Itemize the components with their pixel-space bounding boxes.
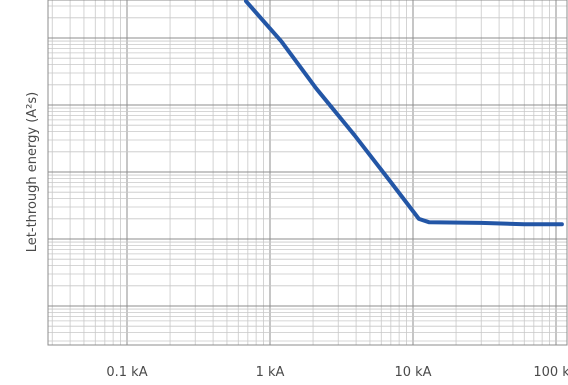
- let-through-energy-line: [244, 0, 564, 227]
- x-tick-labels: 0.1 kA 1 kA 10 kA 100 kA: [106, 365, 568, 380]
- x-tick-label: 0.1 kA: [106, 365, 147, 380]
- series-group: [244, 0, 564, 227]
- x-tick-label: 10 kA: [394, 365, 431, 380]
- x-tick-label: 100 kA: [533, 365, 568, 380]
- x-tick-label: 1 kA: [256, 365, 285, 380]
- y-axis-title: Let-through energy (A²s): [25, 92, 40, 252]
- plot-frame: [47, 0, 568, 346]
- grid: [48, 0, 567, 345]
